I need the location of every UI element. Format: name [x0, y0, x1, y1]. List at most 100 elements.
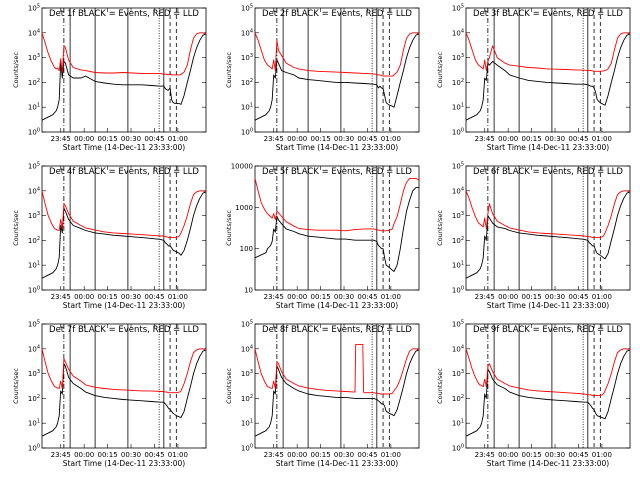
- x-tick-label: 23:45: [51, 135, 71, 143]
- series-lld-line: [41, 348, 207, 394]
- y-tick-label: 102: [241, 78, 253, 87]
- y-tick-label: 102: [241, 394, 253, 403]
- chart-panel-3: Det 3f BLACK = Events, RED = LLD 100 101 10…: [436, 4, 631, 152]
- x-tick-label: 00:15: [522, 135, 542, 143]
- y-tick-label: 100: [28, 286, 40, 295]
- series-lld-line: [41, 190, 207, 239]
- y-tick-label: 105: [452, 162, 464, 171]
- y-tick-label: 104: [452, 28, 464, 37]
- chart-title: Det 9f BLACK = Events, RED = LLD: [473, 325, 623, 335]
- chart-panel-8: Det 8f BLACK = Events, RED = LLD 100 101 10…: [225, 320, 420, 468]
- series-events-line: [465, 191, 631, 279]
- x-tick-label: 00:15: [98, 451, 118, 459]
- series-lld-line: [254, 177, 420, 232]
- x-tick-label: 00:45: [144, 293, 164, 301]
- x-tick-label: 00:15: [522, 293, 542, 301]
- x-tick-label: 00:15: [311, 451, 331, 459]
- x-tick-label: 00:45: [144, 451, 164, 459]
- x-axis-label: Start Time (14-Dec-11 23:33:00): [63, 301, 185, 310]
- y-tick-label: 102: [452, 394, 464, 403]
- y-tick-label: 100: [241, 444, 253, 453]
- y-tick-label: 103: [241, 53, 253, 62]
- y-tick-label: 103: [28, 53, 40, 62]
- chart-panel-4: Det 4f BLACK = Events, RED = LLD 100 101 10…: [12, 162, 207, 310]
- x-axis-label: Start Time (14-Dec-11 23:33:00): [276, 459, 398, 468]
- x-tick-label: 01:00: [381, 451, 401, 459]
- plot-frame: [465, 7, 631, 133]
- x-tick-label: 00:30: [545, 135, 565, 143]
- y-tick-label: 103: [28, 369, 40, 378]
- chart-panel-9: Det 9f BLACK = Events, RED = LLD 100 101 10…: [436, 320, 631, 468]
- y-tick-label: 102: [452, 236, 464, 245]
- x-tick-label: 00:30: [121, 293, 141, 301]
- x-tick-label: 00:15: [98, 135, 118, 143]
- x-tick-label: 23:45: [475, 293, 495, 301]
- y-tick-label: 10: [244, 287, 253, 295]
- x-tick-label: 00:30: [545, 293, 565, 301]
- x-tick-label: 00:45: [568, 135, 588, 143]
- x-tick-label: 00:30: [334, 293, 354, 301]
- x-tick-label: 01:00: [168, 451, 188, 459]
- y-tick-label: 100: [240, 245, 253, 253]
- x-tick-label: 00:45: [144, 135, 164, 143]
- y-tick-label: 100: [28, 128, 40, 137]
- x-tick-label: 00:30: [334, 135, 354, 143]
- x-tick-label: 00:00: [287, 135, 307, 143]
- x-tick-label: 01:00: [168, 135, 188, 143]
- y-axis-label: Counts/sec: [12, 368, 20, 404]
- x-tick-label: 00:30: [121, 135, 141, 143]
- y-axis-label: Counts/sec: [225, 52, 233, 88]
- x-tick-label: 01:00: [381, 293, 401, 301]
- x-tick-label: 00:15: [311, 135, 331, 143]
- y-tick-label: 104: [241, 344, 253, 353]
- x-tick-label: 00:45: [568, 451, 588, 459]
- y-tick-label: 100: [28, 444, 40, 453]
- y-tick-label: 101: [452, 419, 464, 428]
- plot-frame: [465, 323, 631, 449]
- series-lld-line: [465, 348, 631, 397]
- x-tick-label: 00:00: [498, 135, 518, 143]
- y-axis-label: Counts/sec: [225, 368, 233, 404]
- y-axis-label: Counts/sec: [12, 52, 20, 88]
- x-tick-label: 23:45: [51, 451, 71, 459]
- chart-panel-2: Det 2f BLACK = Events, RED = LLD 100 101 10…: [225, 4, 420, 152]
- y-tick-label: 103: [452, 211, 464, 220]
- series-events-line: [254, 349, 420, 437]
- plot-frame: [254, 165, 420, 291]
- chart-title: Det 5f BLACK = Events, RED = LLD: [262, 167, 412, 177]
- x-tick-label: 23:45: [475, 451, 495, 459]
- series-events-line: [41, 349, 207, 437]
- series-events-line: [254, 187, 419, 272]
- y-tick-label: 105: [28, 320, 40, 329]
- y-tick-label: 105: [241, 4, 253, 13]
- x-tick-label: 23:45: [264, 451, 284, 459]
- y-tick-label: 105: [452, 4, 464, 13]
- chart-title: Det 2f BLACK = Events, RED = LLD: [262, 9, 412, 19]
- x-axis-label: Start Time (14-Dec-11 23:33:00): [63, 143, 185, 152]
- y-tick-label: 105: [28, 162, 40, 171]
- y-tick-label: 105: [28, 4, 40, 13]
- x-tick-label: 00:15: [522, 451, 542, 459]
- y-tick-label: 100: [452, 444, 464, 453]
- chart-panel-7: Det 7f BLACK = Events, RED = LLD 100 101 10…: [12, 320, 207, 468]
- plot-frame: [465, 165, 631, 291]
- series-lld-line: [465, 190, 631, 239]
- y-tick-label: 102: [28, 394, 40, 403]
- x-tick-label: 00:00: [74, 135, 94, 143]
- x-tick-label: 00:00: [498, 293, 518, 301]
- y-tick-label: 102: [452, 78, 464, 87]
- y-tick-label: 103: [452, 369, 464, 378]
- y-tick-label: 104: [241, 28, 253, 37]
- y-tick-label: 105: [241, 320, 253, 329]
- y-tick-label: 101: [452, 261, 464, 270]
- x-tick-label: 01:00: [381, 135, 401, 143]
- series-events-line: [41, 191, 207, 279]
- chart-title: Det 3f BLACK = Events, RED = LLD: [473, 9, 623, 19]
- x-tick-label: 00:00: [74, 451, 94, 459]
- y-tick-label: 101: [241, 103, 253, 112]
- y-axis-label: Counts/sec: [436, 52, 444, 88]
- x-axis-label: Start Time (14-Dec-11 23:33:00): [487, 459, 609, 468]
- y-tick-label: 101: [28, 261, 40, 270]
- chart-panel-6: Det 6f BLACK = Events, RED = LLD 100 101 10…: [436, 162, 631, 310]
